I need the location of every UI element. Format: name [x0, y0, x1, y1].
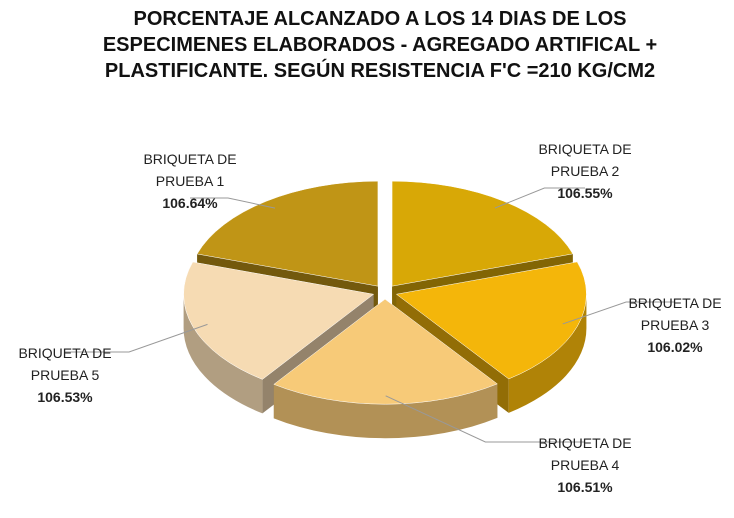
slice: [273, 298, 498, 405]
data-label: BRIQUETA DE PRUEBA 5 106.53%: [5, 342, 125, 408]
leader-line: [65, 323, 208, 353]
slice-wall: [183, 294, 263, 414]
leader-line: [385, 395, 585, 443]
value-label: 106.02%: [647, 339, 703, 355]
slice: [183, 261, 375, 380]
leader-line: [190, 197, 276, 209]
chart-title: PORCENTAJE ALCANZADO A LOS 14 DIAS DE LO…: [102, 8, 658, 82]
data-label: BRIQUETA DE PRUEBA 2 106.55%: [525, 138, 645, 204]
slice-wall: [508, 294, 587, 413]
slice: [395, 261, 587, 380]
slice: [391, 180, 574, 287]
value-label: 106.64%: [162, 195, 218, 211]
data-label: BRIQUETA DE PRUEBA 1 106.64%: [130, 148, 250, 214]
category-label: BRIQUETA DE PRUEBA 1: [143, 151, 237, 189]
category-label: BRIQUETA DE PRUEBA 2: [538, 141, 632, 179]
slice-wall: [273, 383, 498, 439]
category-label: BRIQUETA DE PRUEBA 4: [538, 435, 632, 473]
value-label: 106.53%: [37, 389, 93, 405]
category-label: BRIQUETA DE PRUEBA 3: [628, 295, 722, 333]
value-label: 106.51%: [557, 479, 613, 495]
data-label: BRIQUETA DE PRUEBA 4 106.51%: [525, 432, 645, 498]
value-label: 106.55%: [557, 185, 613, 201]
leader-line: [494, 187, 585, 209]
slice: [196, 180, 379, 287]
data-label: BRIQUETA DE PRUEBA 3 106.02%: [615, 292, 734, 358]
category-label: BRIQUETA DE PRUEBA 5: [18, 345, 112, 383]
leader-line: [562, 301, 675, 325]
